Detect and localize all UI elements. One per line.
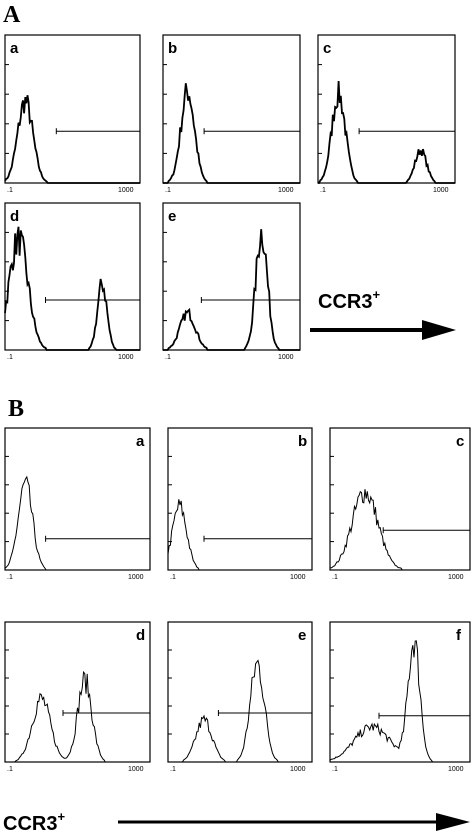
x-tick-label: 1000 xyxy=(290,574,306,581)
histogram: c .1 1000 xyxy=(317,34,456,194)
x-tick-label: 1000 xyxy=(290,766,306,773)
histogram: b .1 1000 xyxy=(167,427,313,581)
x-tick-label: 1000 xyxy=(278,187,294,194)
x-tick-label: 1000 xyxy=(448,574,464,581)
histogram-curve xyxy=(5,670,150,763)
arrow-text: CCR3 xyxy=(318,291,372,313)
panel-label: A xyxy=(3,2,21,28)
plot-label: c xyxy=(456,433,464,450)
x-tick-label: 1000 xyxy=(128,766,144,773)
plot-label: d xyxy=(10,208,19,225)
plot-label: e xyxy=(298,627,306,644)
x-tick-label: 1000 xyxy=(128,574,144,581)
x-tick-label: .1 xyxy=(165,187,171,194)
x-tick-label: .1 xyxy=(332,574,338,581)
plot-label: d xyxy=(136,627,145,644)
plot-label: b xyxy=(168,40,177,57)
histogram-curve xyxy=(318,80,455,184)
plot-label: f xyxy=(456,627,462,644)
x-tick-label: .1 xyxy=(7,574,13,581)
plot-frame xyxy=(329,427,471,571)
arrow-text: CCR3 xyxy=(3,813,57,835)
plot-frame xyxy=(317,34,456,184)
histogram-curve xyxy=(4,475,150,571)
histogram: e .1 1000 xyxy=(167,621,313,773)
plot-frame xyxy=(4,202,141,351)
plot-frame xyxy=(4,621,151,763)
x-tick-label: .1 xyxy=(170,574,176,581)
plot-label: c xyxy=(323,40,331,57)
plot-frame xyxy=(162,202,301,351)
histogram-curve xyxy=(4,226,140,351)
plot-frame xyxy=(167,621,313,763)
histogram-curve xyxy=(163,229,300,351)
plots: a .1 1000 b .1 1000 c .1 1000 d .1 1000 e .1 1000 a .1 10… xyxy=(4,34,471,773)
x-tick-label: .1 xyxy=(7,354,13,361)
x-tick-label: 1000 xyxy=(118,187,134,194)
plot-frame xyxy=(329,621,471,763)
histogram: d .1 1000 xyxy=(4,621,151,773)
histogram-curve xyxy=(163,83,300,184)
plot-label: e xyxy=(168,208,176,225)
x-tick-label: .1 xyxy=(332,766,338,773)
plot-label: a xyxy=(10,40,19,57)
panel-label: B xyxy=(8,396,24,422)
arrow xyxy=(310,320,456,340)
x-tick-label: .1 xyxy=(170,766,176,773)
x-tick-label: 1000 xyxy=(278,354,294,361)
arrow-label: CCR3+ xyxy=(318,287,380,313)
x-tick-label: 1000 xyxy=(433,187,449,194)
histogram: b .1 1000 xyxy=(162,34,301,194)
histogram-curve xyxy=(167,499,312,571)
histogram-curve xyxy=(329,489,470,571)
x-tick-label: .1 xyxy=(165,354,171,361)
histogram-curve xyxy=(4,95,140,184)
x-tick-label: 1000 xyxy=(118,354,134,361)
x-tick-label: 1000 xyxy=(448,766,464,773)
histogram: a .1 1000 xyxy=(4,427,151,581)
x-tick-label: .1 xyxy=(7,187,13,194)
arrow xyxy=(118,813,470,831)
plot-label: a xyxy=(136,433,145,450)
histogram-curve xyxy=(329,640,470,763)
histogram: f .1 1000 xyxy=(329,621,471,773)
histogram: e .1 1000 xyxy=(162,202,301,361)
histogram-curve xyxy=(168,659,312,763)
plot-label: b xyxy=(298,433,307,450)
histogram: d .1 1000 xyxy=(4,202,141,361)
histogram: c .1 1000 xyxy=(329,427,471,581)
plot-frame xyxy=(4,427,151,571)
arrow-sup: + xyxy=(57,809,65,824)
histogram: a .1 1000 xyxy=(4,34,141,194)
arrow-sup: + xyxy=(372,287,380,302)
x-tick-label: .1 xyxy=(320,187,326,194)
arrow-label: CCR3+ xyxy=(3,809,65,835)
x-tick-label: .1 xyxy=(7,766,13,773)
